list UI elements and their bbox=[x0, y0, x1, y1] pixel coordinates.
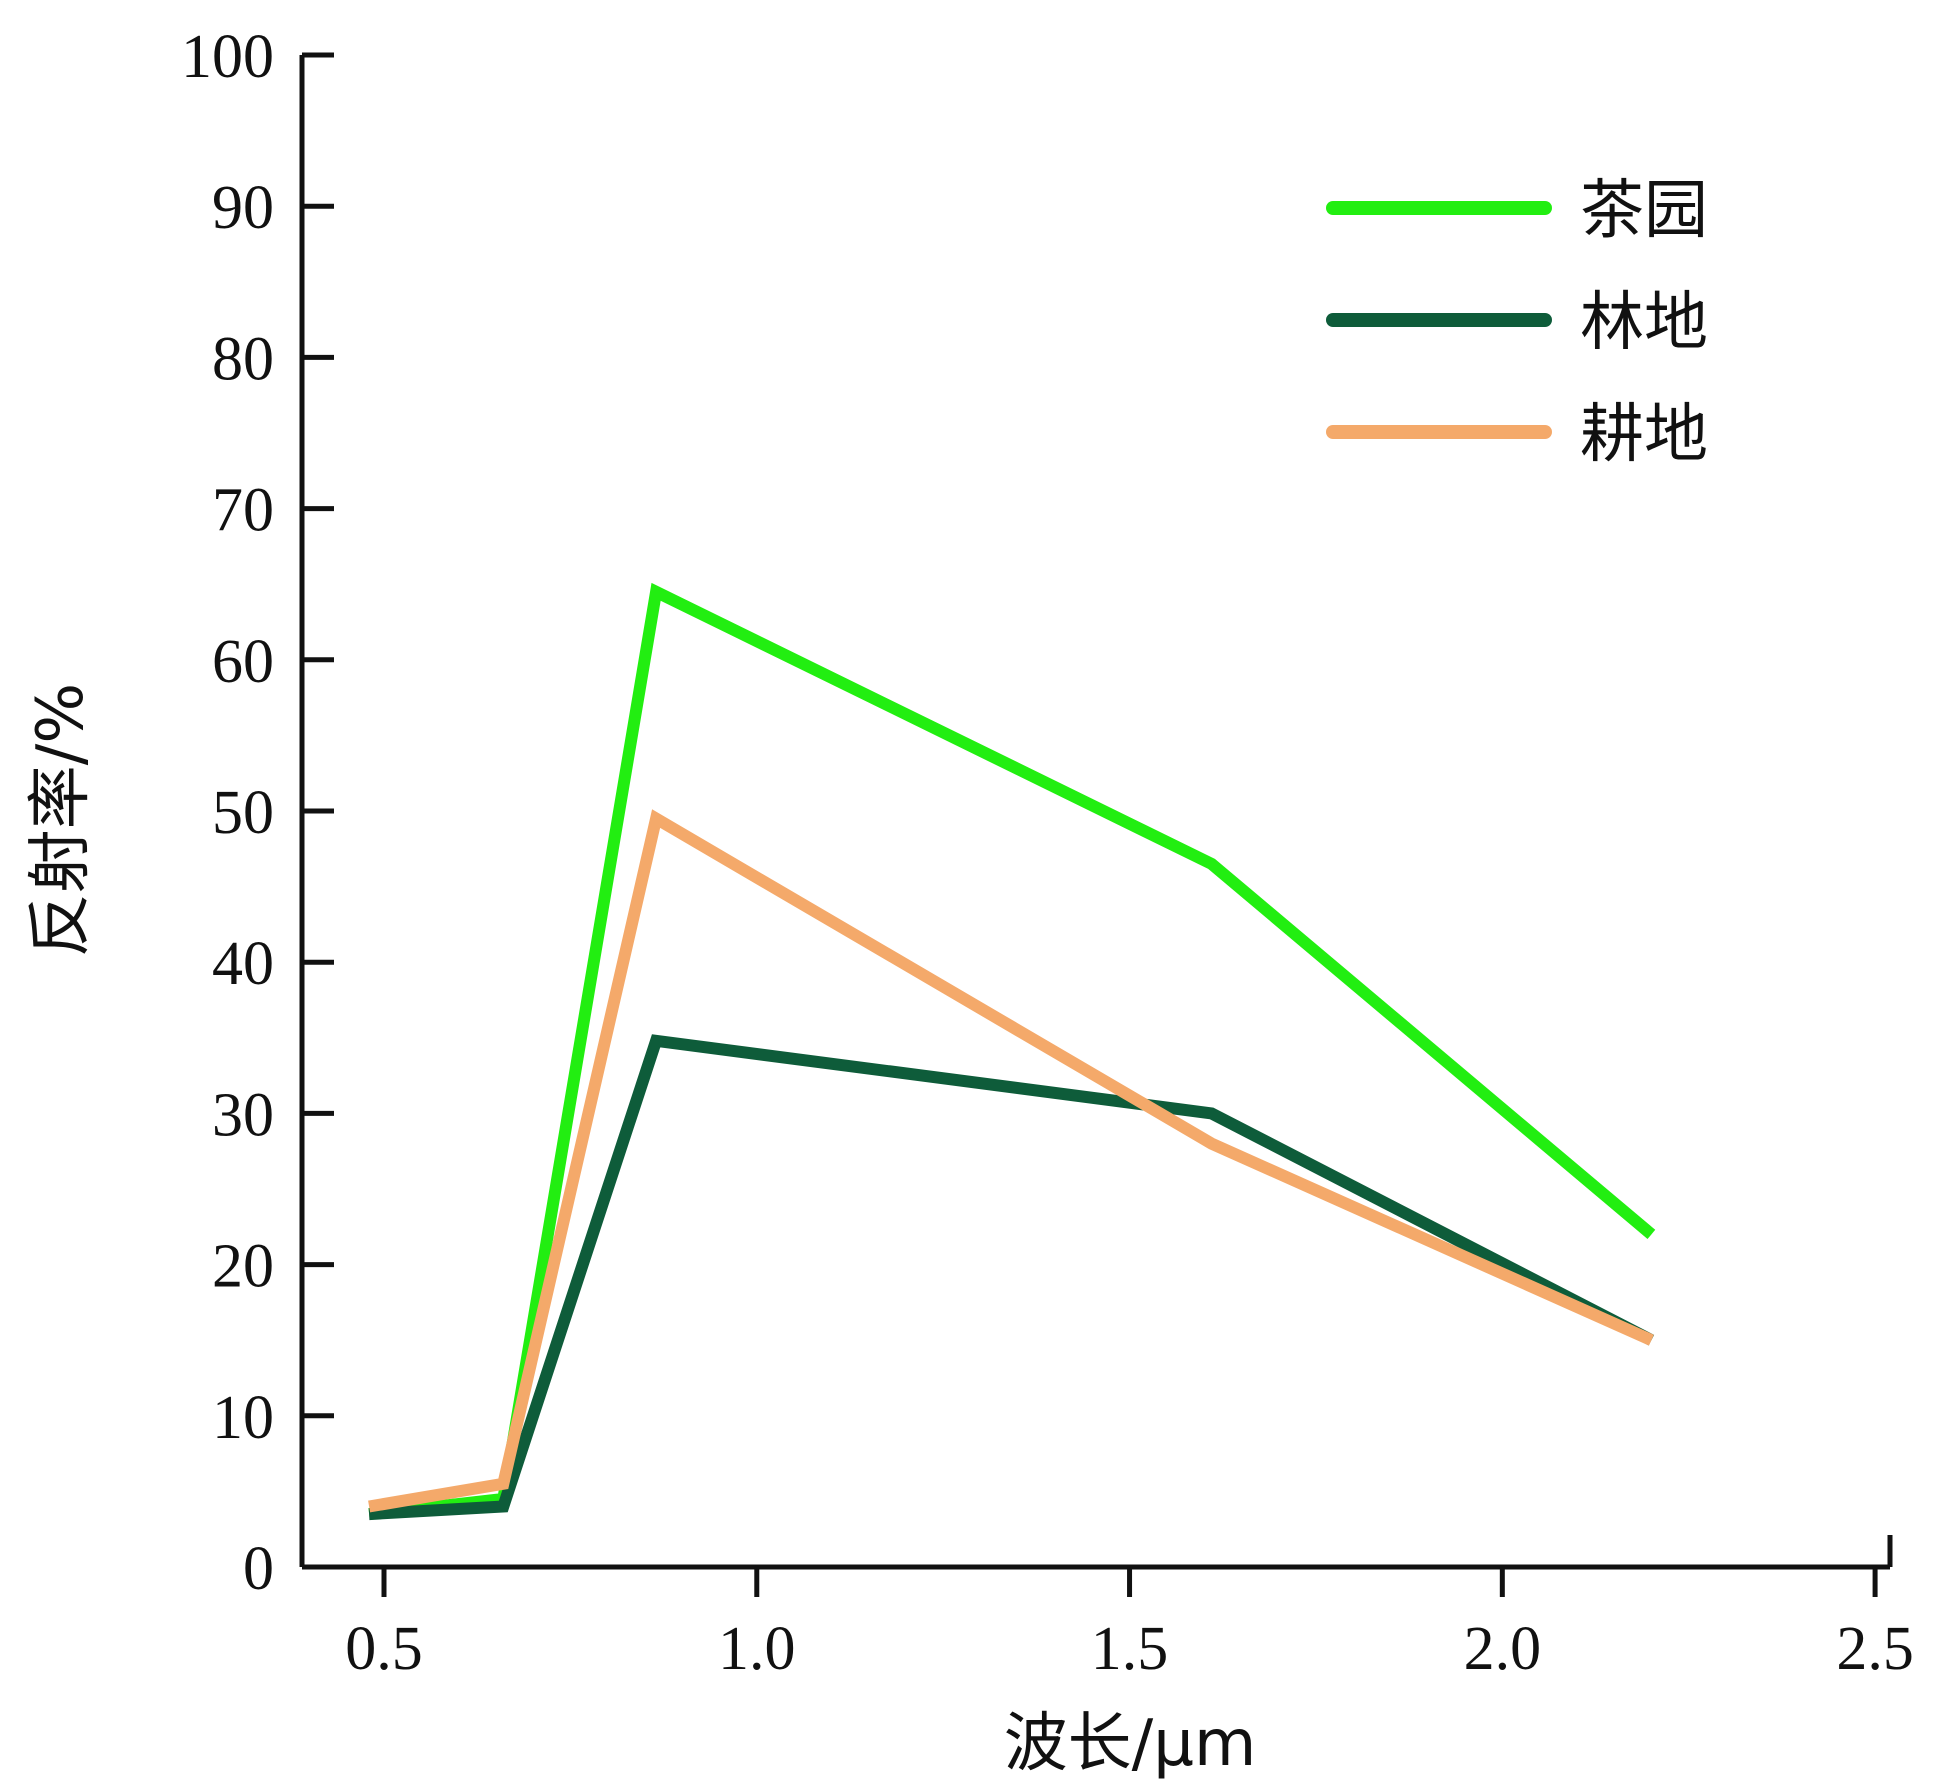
x-tick-label: 0.5 bbox=[345, 1615, 423, 1683]
y-axis-title: 反射率/% bbox=[24, 683, 98, 957]
series-line bbox=[368, 582, 1656, 1521]
y-tick-label: 50 bbox=[212, 779, 274, 847]
x-tick-label: 2.0 bbox=[1464, 1615, 1542, 1683]
x-tick-label: 2.5 bbox=[1836, 1615, 1914, 1683]
y-tick-label: 70 bbox=[212, 477, 274, 545]
y-tick-label: 100 bbox=[181, 23, 274, 91]
y-tick-label: 10 bbox=[212, 1384, 274, 1452]
legend-label: 茶园 bbox=[1580, 174, 1708, 248]
y-tick-label: 80 bbox=[212, 325, 274, 393]
x-tick-label: 1.5 bbox=[1091, 1615, 1169, 1683]
y-tick-label: 30 bbox=[212, 1081, 274, 1149]
series-lines bbox=[368, 582, 1656, 1521]
x-axis-title: 波长/μm bbox=[1004, 1707, 1257, 1781]
series-line bbox=[368, 1034, 1655, 1521]
series-line bbox=[368, 809, 1654, 1513]
legend-label: 林地 bbox=[1580, 286, 1708, 360]
y-tick-label: 40 bbox=[212, 930, 274, 998]
y-axis-ticks: 0 10 20 30 40 50 60 70 80 90 100 bbox=[181, 23, 334, 1603]
x-axis-ticks: 0.5 1.0 1.5 2.0 2.5 bbox=[345, 1567, 1914, 1683]
legend-label: 耕地 bbox=[1580, 398, 1708, 472]
y-tick-label: 90 bbox=[212, 174, 274, 242]
y-tick-label: 20 bbox=[212, 1233, 274, 1301]
x-tick-label: 1.0 bbox=[718, 1615, 796, 1683]
y-tick-label: 0 bbox=[243, 1535, 274, 1603]
y-tick-label: 60 bbox=[212, 628, 274, 696]
